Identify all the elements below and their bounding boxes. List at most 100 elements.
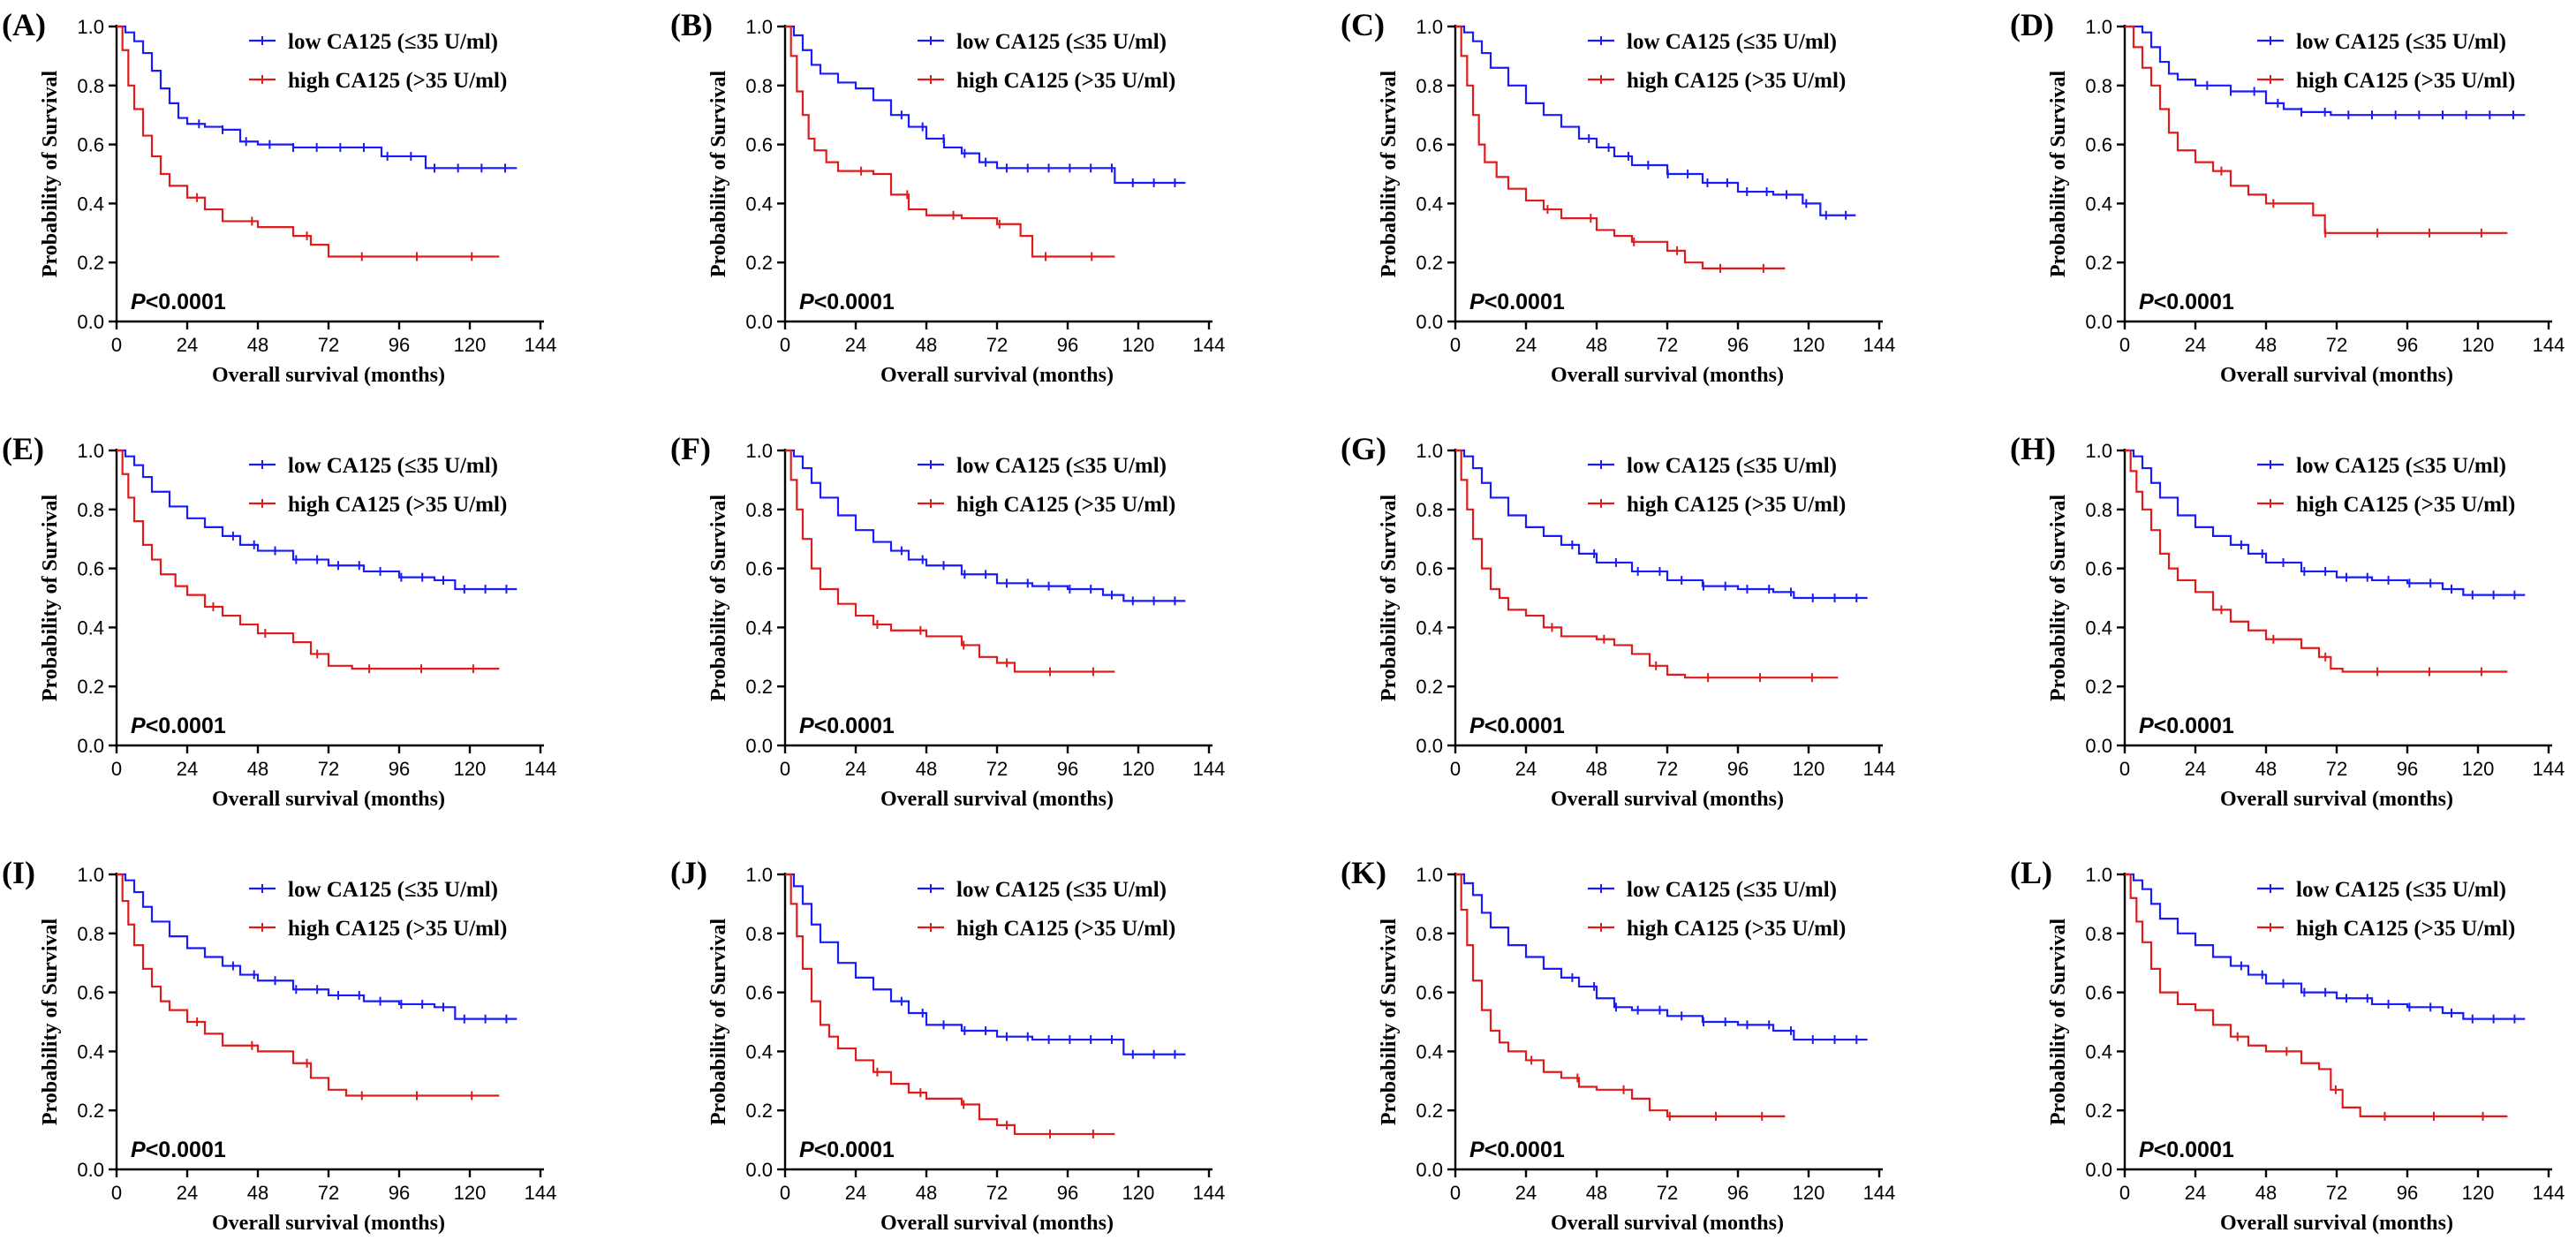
y-tick-label: 0.0 bbox=[2085, 311, 2112, 333]
x-tick-label: 0 bbox=[2119, 334, 2130, 356]
p-value-letter: P bbox=[799, 1138, 814, 1162]
x-tick-label: 120 bbox=[2462, 1182, 2495, 1204]
panel-d: (D) 0.0 0.2 0.4 0.6 0.8 1.0 0 24 48 72 96 120 144 Over… bbox=[2010, 7, 2565, 387]
x-tick-label: 72 bbox=[2326, 1182, 2347, 1204]
y-tick-label: 0.2 bbox=[1416, 1100, 1443, 1122]
legend-label: high CA125 (>35 U/ml) bbox=[1627, 69, 1846, 93]
y-tick-label: 0.8 bbox=[745, 923, 773, 945]
p-value-number: <0.0001 bbox=[814, 290, 895, 314]
x-axis-title: Overall survival (months) bbox=[880, 788, 1114, 811]
x-tick-label: 24 bbox=[845, 1182, 866, 1204]
y-tick-label: 0.6 bbox=[77, 558, 104, 580]
y-tick-label: 1.0 bbox=[745, 864, 773, 886]
panel-letter: (F) bbox=[670, 431, 711, 466]
y-tick-label: 0.6 bbox=[77, 982, 104, 1004]
panel-e: (E) 0.0 0.2 0.4 0.6 0.8 1.0 0 24 48 72 96 120 144 Over… bbox=[2, 431, 556, 811]
p-value-number: <0.0001 bbox=[2154, 714, 2234, 738]
panel-letter: (G) bbox=[1341, 431, 1386, 466]
panel-letter: (K) bbox=[1341, 855, 1386, 890]
legend-label: high CA125 (>35 U/ml) bbox=[1627, 917, 1846, 941]
high-ca125-curve bbox=[785, 873, 1115, 1136]
x-tick-label: 0 bbox=[2119, 758, 2130, 780]
x-tick-label: 120 bbox=[454, 334, 487, 356]
y-tick-label: 0.6 bbox=[745, 982, 773, 1004]
y-tick-label: 1.0 bbox=[1416, 440, 1443, 462]
p-value: P<0.0001 bbox=[131, 1138, 226, 1162]
x-axis-title: Overall survival (months) bbox=[2220, 364, 2453, 387]
panel-letter: (D) bbox=[2010, 7, 2054, 42]
high-ca125-curve bbox=[785, 25, 1115, 258]
p-value-letter: P bbox=[799, 714, 814, 738]
p-value-number: <0.0001 bbox=[814, 1138, 895, 1162]
x-tick-label: 0 bbox=[111, 334, 122, 356]
panel-f: (F) 0.0 0.2 0.4 0.6 0.8 1.0 0 24 48 72 96 120 144 Over… bbox=[670, 431, 1225, 811]
x-tick-label: 144 bbox=[525, 334, 557, 356]
low-ca125-curve bbox=[117, 25, 517, 170]
low-ca125-curve bbox=[785, 449, 1186, 602]
y-tick-label: 0.6 bbox=[77, 134, 104, 156]
p-value-letter: P bbox=[2139, 290, 2154, 314]
x-tick-label: 144 bbox=[1193, 334, 1226, 356]
y-tick-label: 0.8 bbox=[2085, 499, 2112, 521]
x-tick-label: 144 bbox=[525, 1182, 557, 1204]
x-tick-label: 96 bbox=[1057, 1182, 1078, 1204]
p-value: P<0.0001 bbox=[1469, 714, 1565, 738]
legend-label: high CA125 (>35 U/ml) bbox=[288, 69, 507, 93]
low-ca125-curve bbox=[117, 449, 517, 591]
x-tick-label: 72 bbox=[1657, 758, 1678, 780]
panel-i: (I) 0.0 0.2 0.4 0.6 0.8 1.0 0 24 48 72 96 120 144 Over… bbox=[2, 855, 556, 1235]
y-tick-label: 0.0 bbox=[2085, 735, 2112, 757]
y-tick-label: 0.4 bbox=[1416, 616, 1443, 639]
legend-label: high CA125 (>35 U/ml) bbox=[1627, 493, 1846, 517]
x-tick-label: 120 bbox=[1793, 758, 1825, 780]
x-tick-label: 144 bbox=[525, 758, 557, 780]
x-tick-label: 0 bbox=[1450, 758, 1461, 780]
legend-label: high CA125 (>35 U/ml) bbox=[2296, 493, 2515, 517]
high-ca125-curve bbox=[1455, 449, 1839, 679]
x-tick-label: 120 bbox=[1793, 1182, 1825, 1204]
panel-a: (A) 0.0 0.2 0.4 0.6 0.8 1.0 0 24 48 72 96 120 144 Over… bbox=[2, 7, 556, 387]
y-tick-label: 0.4 bbox=[745, 193, 773, 215]
x-tick-label: 144 bbox=[1863, 758, 1896, 780]
panel-letter: (J) bbox=[670, 855, 707, 890]
y-axis-title: Probability of Survival bbox=[2047, 71, 2070, 278]
high-ca125-curve bbox=[1455, 25, 1786, 269]
y-tick-label: 0.2 bbox=[77, 252, 104, 274]
legend-label: low CA125 (≤35 U/ml) bbox=[2296, 30, 2506, 54]
x-tick-label: 96 bbox=[1727, 1182, 1749, 1204]
y-axis-title: Probability of Survival bbox=[707, 495, 730, 702]
y-tick-label: 0.0 bbox=[1416, 1159, 1443, 1181]
x-tick-label: 48 bbox=[2255, 334, 2277, 356]
panel-letter: (E) bbox=[2, 431, 44, 466]
legend-label: low CA125 (≤35 U/ml) bbox=[1627, 878, 1837, 902]
x-tick-label: 120 bbox=[1793, 334, 1825, 356]
x-tick-label: 24 bbox=[1515, 334, 1537, 356]
p-value-letter: P bbox=[1469, 714, 1484, 738]
x-tick-label: 24 bbox=[1515, 758, 1537, 780]
y-axis-title: Probability of Survival bbox=[1378, 919, 1401, 1126]
p-value: P<0.0001 bbox=[799, 1138, 895, 1162]
x-tick-label: 24 bbox=[177, 334, 198, 356]
y-tick-label: 0.4 bbox=[745, 1040, 773, 1063]
y-tick-label: 0.2 bbox=[1416, 676, 1443, 698]
y-tick-label: 0.6 bbox=[2085, 134, 2112, 156]
legend-label: high CA125 (>35 U/ml) bbox=[956, 493, 1175, 517]
x-tick-label: 72 bbox=[318, 758, 339, 780]
x-tick-label: 72 bbox=[986, 758, 1008, 780]
x-tick-label: 48 bbox=[247, 758, 268, 780]
x-tick-label: 72 bbox=[318, 1182, 339, 1204]
high-ca125-curve bbox=[2125, 25, 2508, 234]
y-tick-label: 0.8 bbox=[745, 499, 773, 521]
low-ca125-curve bbox=[117, 873, 517, 1020]
panel-letter: (B) bbox=[670, 7, 713, 42]
x-tick-label: 96 bbox=[389, 1182, 410, 1204]
x-axis-title: Overall survival (months) bbox=[1551, 1212, 1784, 1235]
y-tick-label: 0.8 bbox=[2085, 75, 2112, 97]
x-tick-label: 0 bbox=[111, 1182, 122, 1204]
x-tick-label: 72 bbox=[986, 1182, 1008, 1204]
legend-label: high CA125 (>35 U/ml) bbox=[2296, 917, 2515, 941]
legend-label: low CA125 (≤35 U/ml) bbox=[1627, 454, 1837, 478]
x-tick-label: 96 bbox=[389, 758, 410, 780]
x-tick-label: 0 bbox=[2119, 1182, 2130, 1204]
low-ca125-curve bbox=[785, 873, 1186, 1055]
